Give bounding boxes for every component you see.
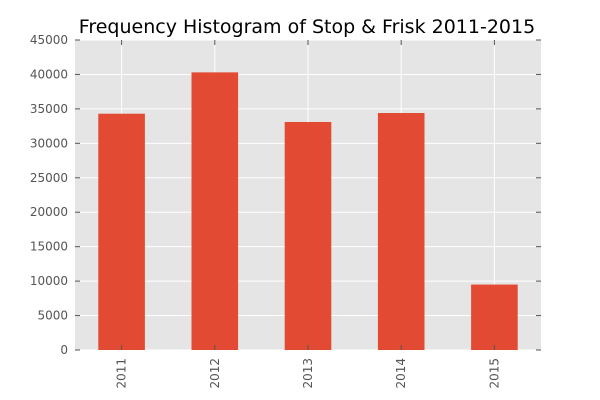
y-tick-label: 5000 [37,309,68,323]
chart-title: Frequency Histogram of Stop & Frisk 2011… [79,16,535,38]
bar-2014 [377,113,425,351]
y-tick-label: 40000 [30,67,68,81]
y-tick-label: 20000 [30,205,68,219]
bars [98,72,518,351]
x-tick-label: 2014 [394,358,408,389]
x-tick-label: 2012 [208,358,222,389]
y-tick-label: 30000 [30,136,68,150]
bar-2011 [98,113,145,350]
y-tick-label: 0 [60,343,68,357]
x-axis-tick-labels: 2011 2012 2013 2014 2015 [115,358,502,389]
x-tick-label: 2011 [115,358,129,389]
x-tick-label: 2015 [487,358,501,389]
bar-2013 [284,121,332,350]
y-tick-label: 10000 [30,274,68,288]
bar-2012 [191,72,239,350]
y-tick-label: 35000 [30,102,68,116]
bar-2015 [471,284,518,350]
x-tick-label: 2013 [301,358,315,389]
y-tick-label: 25000 [30,171,68,185]
axis-ticks [75,39,541,351]
y-axis-tick-labels: 0 5000 10000 15000 20000 25000 30000 35000 40000… [30,33,68,357]
y-tick-label: 45000 [30,33,68,47]
y-tick-label: 15000 [30,240,68,254]
